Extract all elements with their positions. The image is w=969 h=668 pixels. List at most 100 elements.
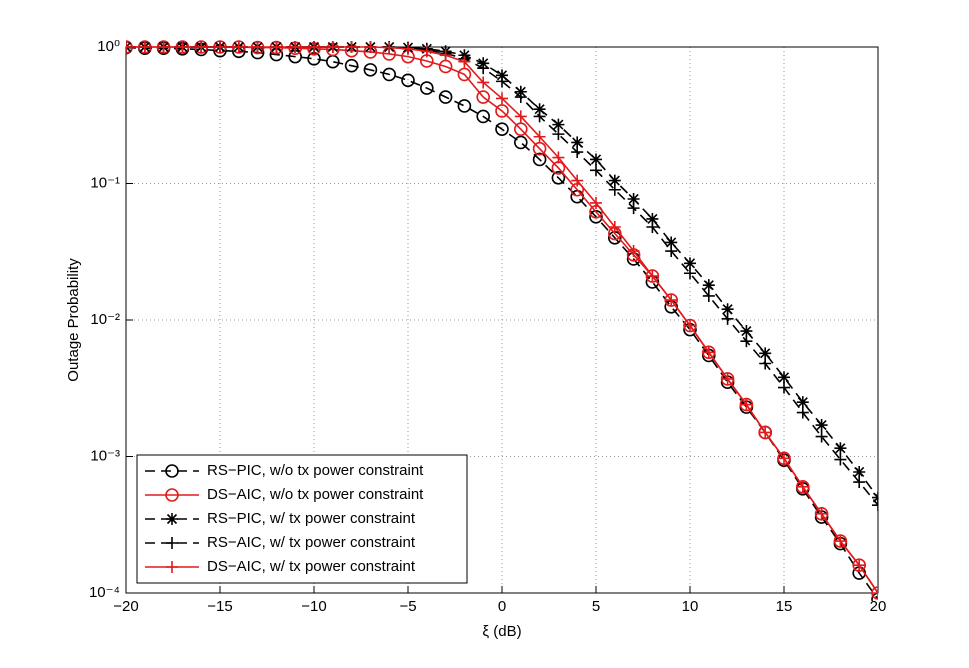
marker [684, 319, 696, 332]
marker [721, 372, 734, 385]
marker [759, 426, 772, 439]
marker [872, 499, 878, 512]
x-tick-label: 0 [498, 598, 506, 615]
marker [270, 41, 283, 53]
marker [126, 41, 132, 53]
marker [514, 110, 527, 123]
marker [477, 76, 490, 89]
marker [721, 303, 734, 316]
marker [834, 442, 847, 455]
marker [627, 192, 640, 205]
y-axis-label: Outage Probability [65, 258, 82, 382]
marker [646, 212, 659, 225]
marker [420, 45, 433, 58]
marker [251, 41, 264, 53]
marker [815, 507, 828, 520]
marker [684, 267, 696, 280]
series-layer [126, 40, 878, 601]
marker [439, 49, 452, 62]
marker [665, 245, 678, 258]
marker [815, 430, 828, 443]
marker [495, 104, 509, 118]
marker [759, 357, 772, 370]
marker [552, 151, 565, 164]
marker [665, 236, 678, 249]
y-tick-label: 10⁻² [90, 311, 120, 328]
y-tick-label: 10⁻¹ [90, 174, 120, 191]
marker [740, 335, 753, 348]
marker [853, 465, 866, 478]
plot-frame [125, 46, 879, 594]
marker [232, 41, 245, 53]
marker [166, 561, 178, 573]
marker [608, 174, 621, 187]
marker [815, 419, 828, 432]
marker [627, 202, 640, 215]
marker [308, 41, 320, 53]
marker [477, 62, 490, 75]
marker [495, 122, 509, 136]
y-tick-label: 10⁻³ [90, 447, 120, 464]
marker [871, 592, 878, 601]
marker [721, 312, 734, 325]
marker [166, 537, 178, 549]
legend-label: DS−AIC, w/o tx power constraint [207, 486, 424, 503]
marker [608, 183, 621, 196]
marker [684, 257, 696, 270]
marker [402, 42, 414, 55]
marker [702, 279, 715, 292]
marker [571, 174, 584, 187]
marker [834, 453, 847, 466]
marker [289, 41, 302, 53]
marker [590, 153, 602, 166]
marker [552, 128, 565, 141]
marker [401, 73, 415, 88]
marker [457, 67, 472, 82]
marker [590, 196, 602, 209]
marker [608, 221, 621, 234]
marker [345, 41, 358, 53]
marker [834, 535, 847, 548]
marker [438, 90, 453, 104]
x-tick-label: −10 [301, 598, 326, 615]
marker [157, 41, 170, 53]
marker [476, 90, 491, 104]
y-tick-label: 10⁻⁴ [89, 584, 120, 601]
marker [533, 110, 546, 123]
marker [532, 152, 547, 167]
marker [382, 67, 397, 82]
marker [165, 488, 179, 502]
marker [853, 476, 866, 489]
marker [702, 346, 715, 359]
legend-box [136, 454, 468, 584]
marker [383, 41, 396, 54]
x-tick-label: 5 [592, 598, 600, 615]
marker [363, 63, 378, 77]
marker [214, 41, 226, 53]
x-tick-label: −5 [399, 598, 416, 615]
series-line [126, 46, 878, 600]
marker [627, 245, 640, 258]
marker [458, 55, 471, 68]
marker [419, 81, 434, 95]
x-tick-label: 10 [682, 598, 699, 615]
x-axis-label: ξ (dB) [482, 623, 521, 640]
marker [702, 289, 715, 302]
marker [496, 92, 508, 105]
marker [740, 398, 753, 411]
marker [364, 41, 377, 53]
marker [138, 41, 151, 53]
marker [176, 41, 189, 53]
marker [778, 371, 790, 384]
marker [590, 164, 602, 177]
marker [740, 325, 753, 338]
x-tick-label: −20 [113, 598, 138, 615]
legend-label: DS−AIC, w/ tx power constraint [207, 558, 416, 575]
marker [778, 381, 790, 394]
marker [853, 559, 866, 572]
marker [571, 146, 584, 159]
x-tick-label: 20 [870, 598, 887, 615]
marker [796, 480, 809, 493]
marker [533, 130, 546, 143]
